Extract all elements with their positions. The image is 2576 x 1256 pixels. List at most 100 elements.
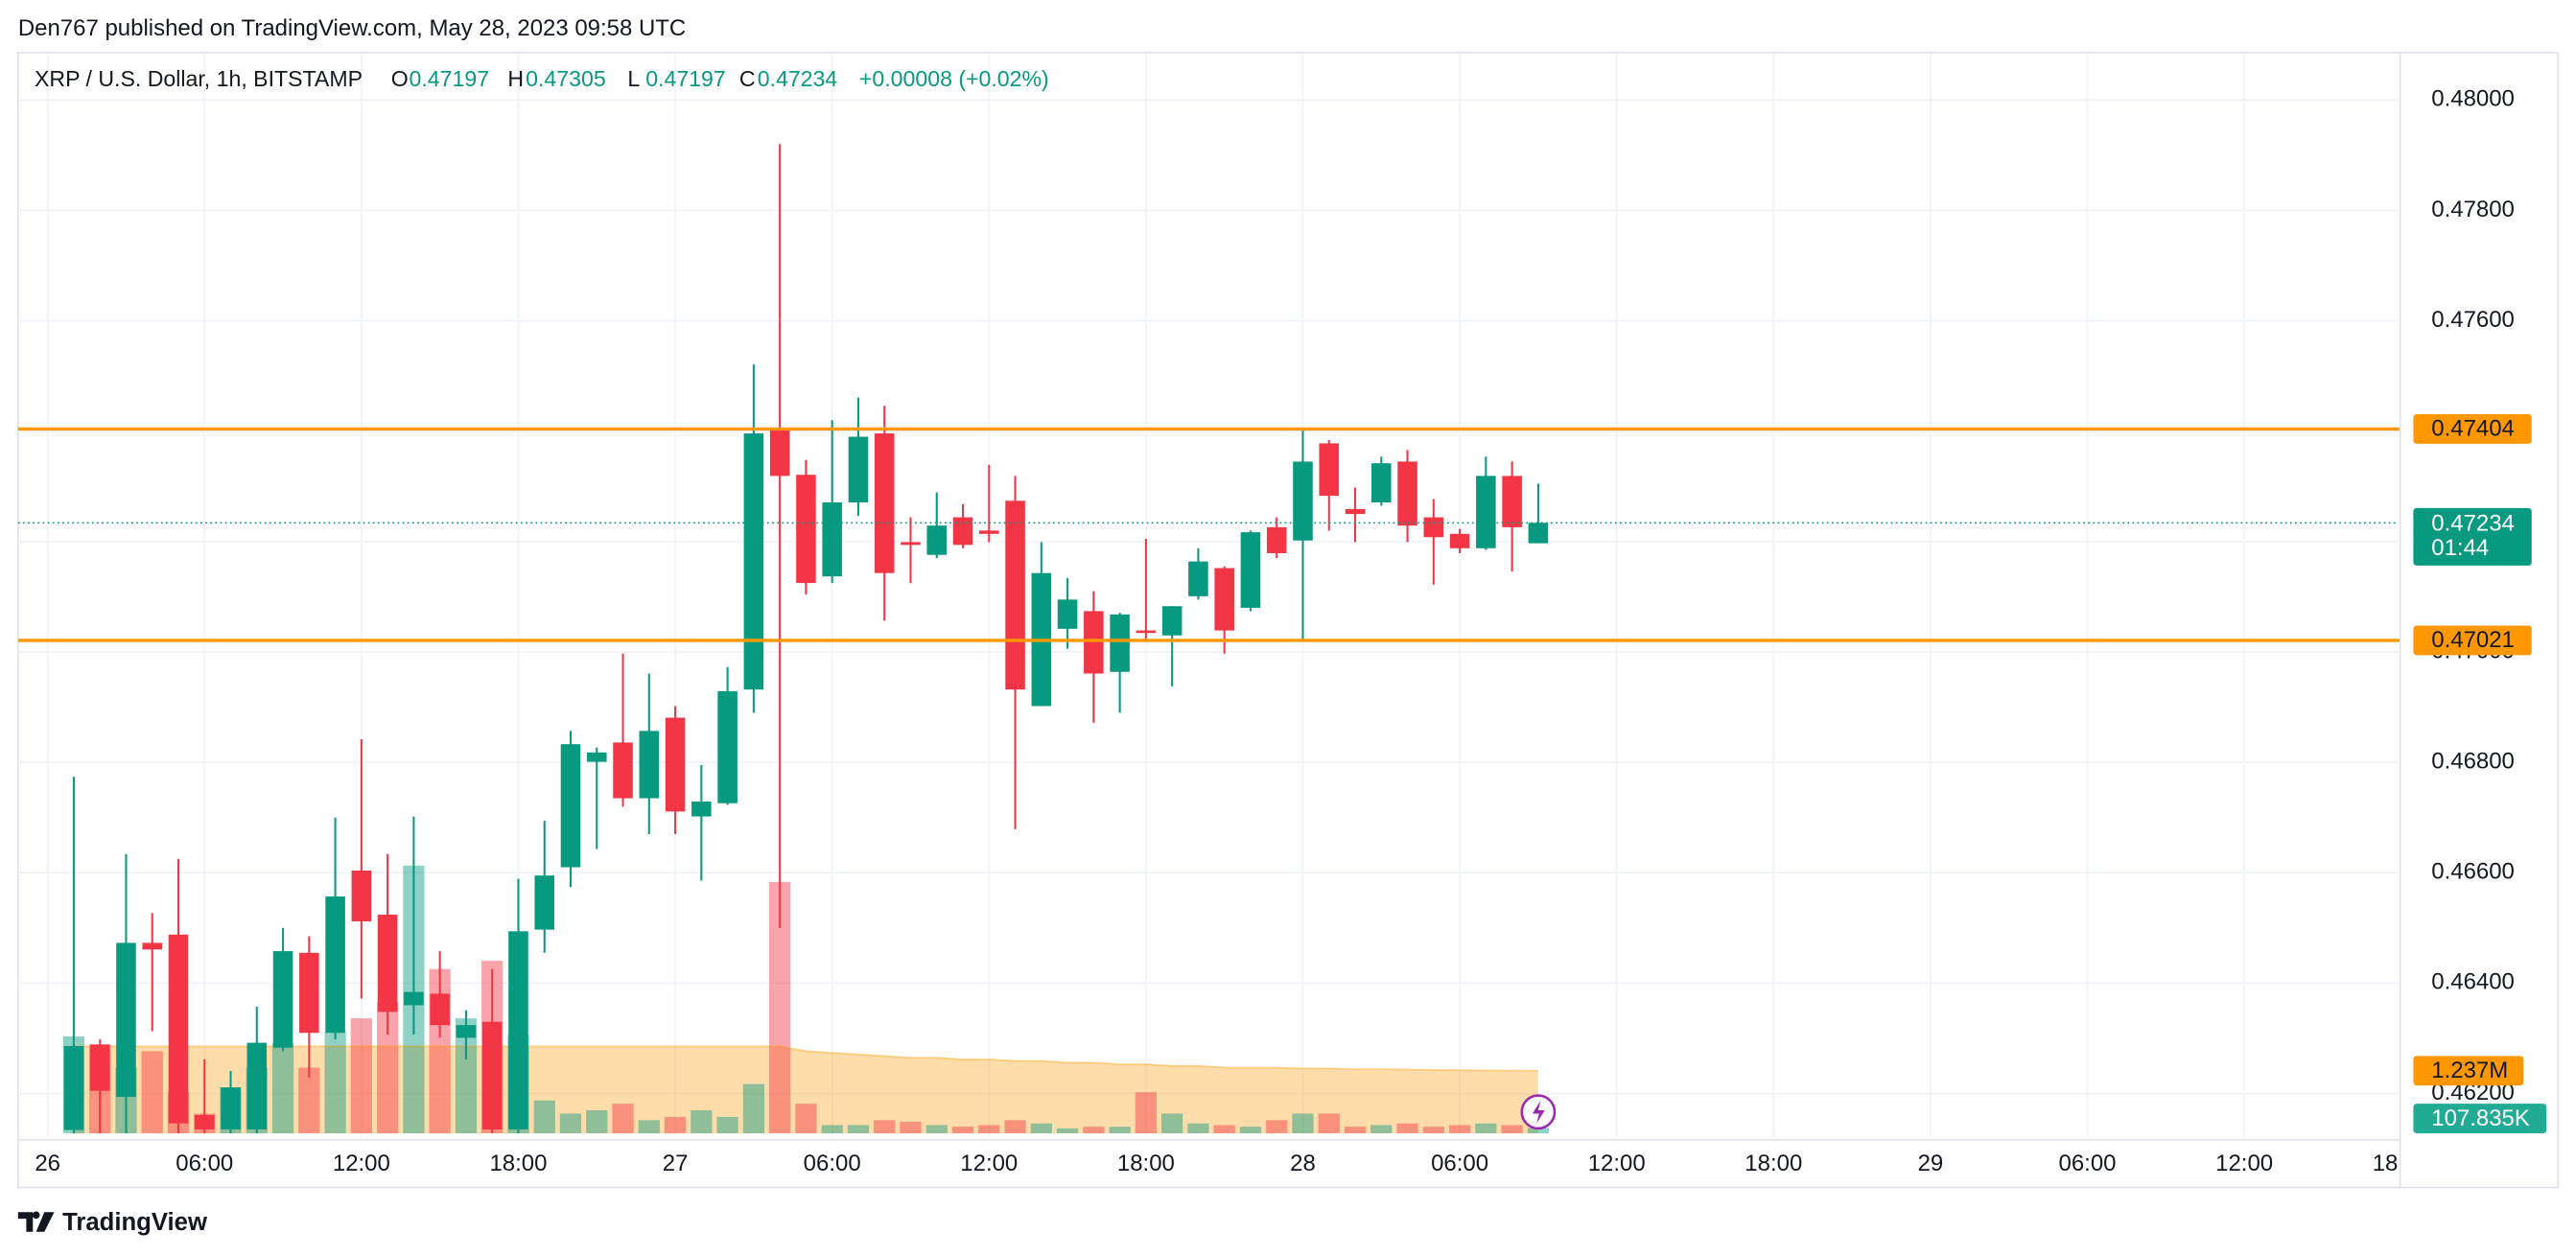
candle-body <box>1293 461 1313 541</box>
candle-body <box>272 951 293 1048</box>
candle-body <box>1057 599 1078 629</box>
volume-bar <box>1501 1125 1523 1134</box>
candle-body <box>325 896 345 1034</box>
level-label: 0.47404 <box>2431 416 2515 442</box>
volume-bar <box>350 1018 372 1134</box>
volume-bar <box>1187 1123 1209 1134</box>
candle-body <box>404 991 424 1006</box>
candle-body <box>1005 500 1025 690</box>
y-tick-label: 0.48000 <box>2431 86 2515 112</box>
volume-bar <box>586 1110 608 1134</box>
countdown-label: 01:44 <box>2431 535 2489 561</box>
candle-body <box>796 475 816 584</box>
volume-bar <box>1475 1123 1497 1134</box>
candle-body <box>351 870 372 921</box>
volume-bar <box>847 1125 870 1134</box>
volume-bar <box>874 1120 896 1134</box>
volume-bar <box>1344 1127 1367 1134</box>
event-icon-bolt <box>1532 1100 1545 1124</box>
y-tick-label: 0.47800 <box>2431 197 2515 222</box>
x-tick-label: 27 <box>663 1151 689 1176</box>
volume-bar <box>951 1127 974 1134</box>
volume-bar <box>1318 1113 1340 1134</box>
candle-body <box>89 1044 110 1091</box>
candle-body <box>246 1042 268 1129</box>
candle-body <box>1084 611 1104 674</box>
volume-bar <box>612 1104 634 1134</box>
candle-body <box>1240 532 1261 608</box>
candle-body <box>1423 517 1444 538</box>
candle-body <box>1136 630 1157 634</box>
candle-body <box>221 1087 241 1129</box>
volume-bar <box>638 1120 660 1134</box>
volume-bar <box>1056 1128 1079 1134</box>
volume-bar <box>716 1116 738 1134</box>
x-tick-label: 28 <box>1290 1151 1316 1176</box>
legend-value: 0.47305 <box>526 66 606 91</box>
candle-body <box>560 744 581 868</box>
volume-bar <box>376 1001 399 1134</box>
candle-body <box>586 752 607 762</box>
volume-bar <box>1030 1123 1052 1134</box>
x-tick-label: 18:00 <box>1745 1151 1802 1176</box>
candle-body <box>299 952 319 1034</box>
volume-bar <box>1448 1125 1471 1134</box>
price-axis <box>2400 53 2558 1187</box>
legend-key: H <box>507 66 524 91</box>
footer-brand: TradingView <box>62 1209 208 1236</box>
volume-bar <box>691 1110 713 1134</box>
volume-bar <box>1527 1128 1550 1134</box>
volume-bar <box>900 1122 922 1134</box>
candle-body <box>691 802 712 817</box>
legend-value: 0.47197 <box>645 66 726 91</box>
candle-body <box>456 1025 477 1038</box>
y-tick-label: 0.47600 <box>2431 307 2515 333</box>
candle-body <box>1371 463 1392 503</box>
x-tick-label: 12:00 <box>960 1151 1018 1176</box>
candle-body <box>1161 606 1183 636</box>
footer-logo: TradingView <box>17 1209 208 1236</box>
candle-body <box>534 875 555 930</box>
candle-body <box>665 717 686 812</box>
legend-symbol: XRP / U.S. Dollar, 1h, BITSTAMP <box>35 66 363 91</box>
last-price-box <box>2413 507 2532 566</box>
volume-bar <box>769 881 791 1134</box>
candle-body <box>979 530 999 534</box>
candle-body <box>874 433 895 573</box>
x-tick-label: 12:00 <box>2215 1151 2273 1176</box>
legend-key: C <box>739 66 756 91</box>
candle-body <box>430 993 450 1026</box>
x-tick-label: 12:00 <box>333 1151 390 1176</box>
volume-bar <box>1004 1120 1026 1134</box>
candle-body <box>1397 461 1417 526</box>
volume-bar <box>1083 1127 1105 1134</box>
volume-ma-box <box>2413 1056 2524 1086</box>
volume-bar <box>1266 1120 1288 1134</box>
candle-body <box>901 542 921 546</box>
x-tick-label: 12:00 <box>1588 1151 1646 1176</box>
candle-body <box>116 942 136 1098</box>
volume-ma-area <box>73 1046 1538 1134</box>
volume-bar <box>742 1083 765 1134</box>
x-tick-label: 06:00 <box>176 1151 233 1176</box>
volume-bar <box>1396 1123 1418 1134</box>
candle-body <box>926 525 948 555</box>
volume-bar <box>1422 1127 1444 1134</box>
y-tick-label: 0.46600 <box>2431 859 2515 885</box>
y-tick-label: 0.46800 <box>2431 748 2515 774</box>
legend-value: 0.47234 <box>758 66 838 91</box>
candle-body <box>1528 523 1549 544</box>
volume-bar <box>978 1125 1000 1134</box>
volume-bar <box>141 1051 163 1134</box>
volume-bar <box>1292 1113 1314 1134</box>
x-tick-label: 06:00 <box>804 1151 861 1176</box>
volume-bar <box>795 1104 817 1134</box>
volume-bar <box>1370 1125 1393 1134</box>
volume-bar <box>559 1113 582 1134</box>
candle-body <box>1449 533 1470 548</box>
legend-value: 0.47197 <box>410 66 490 91</box>
volume-box <box>2413 1104 2547 1134</box>
x-tick-label: 26 <box>35 1151 60 1176</box>
